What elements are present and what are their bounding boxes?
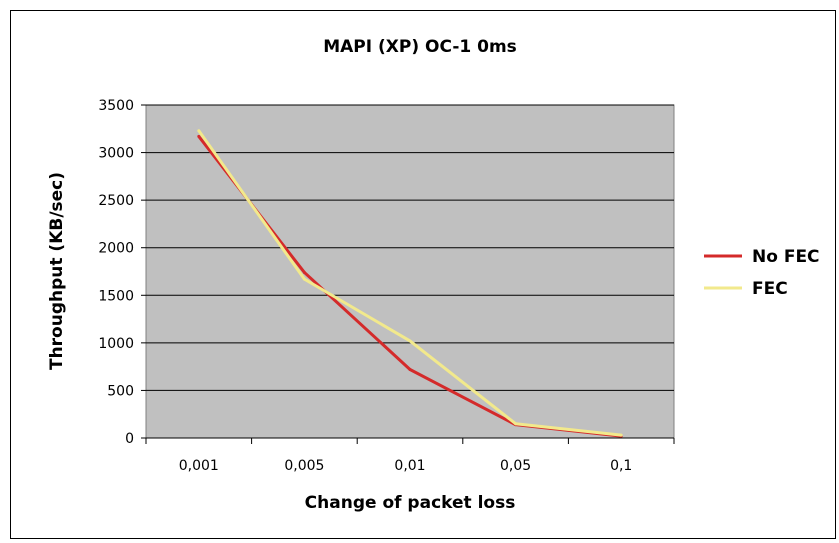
data-point bbox=[514, 422, 518, 426]
y-tick-label: 2500 bbox=[98, 193, 134, 209]
plot-area bbox=[145, 104, 675, 439]
y-tick-label: 3000 bbox=[98, 146, 134, 162]
x-tick-label: 0,001 bbox=[179, 458, 219, 474]
gridlines bbox=[146, 104, 674, 391]
y-tick-label: 3500 bbox=[98, 98, 134, 114]
data-point bbox=[197, 129, 201, 133]
data-point bbox=[619, 433, 623, 437]
data-point bbox=[408, 339, 412, 343]
y-axis-label: Throughput (KB/sec) bbox=[47, 172, 67, 370]
data-point bbox=[408, 367, 412, 371]
x-tick-label: 0,05 bbox=[500, 458, 531, 474]
data-point bbox=[197, 134, 201, 138]
y-tick-label: 1000 bbox=[98, 336, 134, 352]
legend-label: No FEC bbox=[752, 247, 820, 267]
x-tick-label: 0,01 bbox=[394, 458, 425, 474]
y-tick-label: 1500 bbox=[98, 288, 134, 304]
chart-title: MAPI (XP) OC-1 0ms bbox=[323, 37, 517, 57]
y-axis-ticks: 0 500 1000 1500 2000 2500 3000 3500 bbox=[98, 98, 674, 447]
x-tick-label: 0,005 bbox=[284, 458, 324, 474]
y-tick-label: 0 bbox=[125, 431, 134, 447]
x-axis-ticks: 0,001 0,005 0,01 0,05 0,1 bbox=[145, 438, 675, 474]
data-point bbox=[302, 270, 306, 274]
y-tick-label: 2000 bbox=[98, 241, 134, 257]
x-axis-label: Change of packet loss bbox=[305, 493, 516, 513]
y-tick-label: 500 bbox=[107, 383, 134, 399]
x-tick-label: 0,1 bbox=[610, 458, 632, 474]
legend: No FEC FEC bbox=[704, 247, 820, 299]
legend-label: FEC bbox=[752, 279, 788, 299]
data-point bbox=[302, 277, 306, 281]
series-lines bbox=[197, 129, 623, 438]
